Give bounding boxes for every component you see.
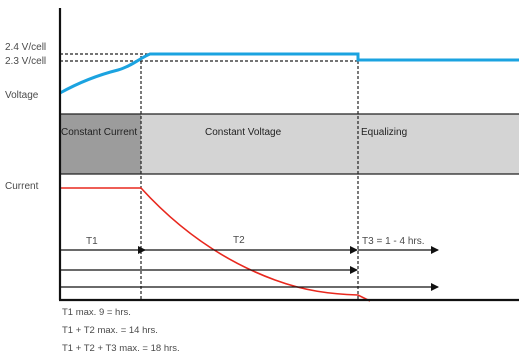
label-voltage: Voltage [5,90,39,101]
timer-label-t2: T2 [233,235,245,246]
note-t1-t2-t3-max: T1 + T2 + T3 max. = 18 hrs. [62,343,180,354]
timer-label-t1: T1 [86,236,98,247]
stage-label-constant-current: Constant Current [61,127,138,138]
label-2-4-volts-per-cell: 2.4 V/cell [5,42,47,53]
stage-label-constant-voltage: Constant Voltage [205,127,282,138]
voltage-curve [59,52,519,95]
note-t1-max: T1 max. 9 = hrs. [62,307,131,318]
current-curve [60,187,371,302]
stage-constant-voltage-band [141,114,358,174]
stage-label-equalizing: Equalizing [361,127,408,138]
label-2-3-volts-per-cell: 2.3 V/cell [5,56,47,67]
stage-constant-current-band [60,114,141,174]
note-t1-t2-max: T1 + T2 max. = 14 hrs. [62,325,158,336]
timer-label-t3: T3 = 1 - 4 hrs. [362,236,425,247]
stage-equalizing-band [358,114,519,174]
label-current: Current [5,181,39,192]
